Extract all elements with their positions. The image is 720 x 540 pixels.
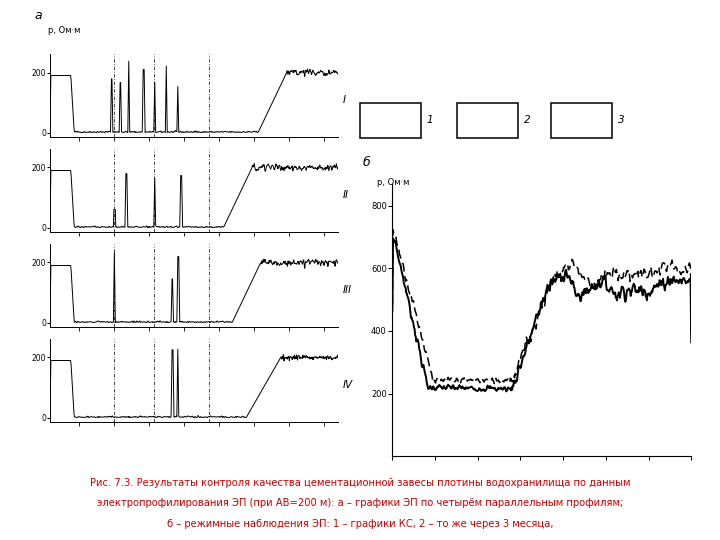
Text: б – режимные наблюдения ЭП: 1 – графики КС, 2 – то же через 3 месяца,: б – режимные наблюдения ЭП: 1 – графики … — [167, 519, 553, 529]
Text: IV: IV — [343, 380, 353, 390]
Text: б: б — [363, 156, 370, 170]
Text: р, Ом·м: р, Ом·м — [377, 178, 410, 187]
Text: 2: 2 — [524, 115, 531, 125]
Text: а: а — [35, 9, 42, 22]
Text: 3 – зоны некачественной цементации: 3 – зоны некачественной цементации — [260, 539, 460, 540]
Text: Рис. 7.3. Результаты контроля качества цементационной завесы плотины водохранили: Рис. 7.3. Результаты контроля качества ц… — [90, 478, 630, 488]
Text: р, Ом·м: р, Ом·м — [48, 25, 80, 35]
Text: электропрофилирования ЭП (при АВ=200 м): а – графики ЭП по четырём параллельным : электропрофилирования ЭП (при АВ=200 м):… — [97, 498, 623, 509]
Text: I: I — [343, 95, 346, 105]
Text: II: II — [343, 190, 348, 200]
Text: 3: 3 — [618, 115, 624, 125]
Text: 1: 1 — [427, 115, 433, 125]
Text: III: III — [343, 285, 352, 295]
